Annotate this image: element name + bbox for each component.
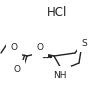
- Text: O: O: [13, 65, 20, 74]
- Text: HCl: HCl: [47, 6, 67, 19]
- Text: NH: NH: [53, 70, 67, 80]
- Text: O: O: [37, 44, 43, 53]
- Text: O: O: [10, 44, 18, 53]
- Text: S: S: [81, 38, 87, 48]
